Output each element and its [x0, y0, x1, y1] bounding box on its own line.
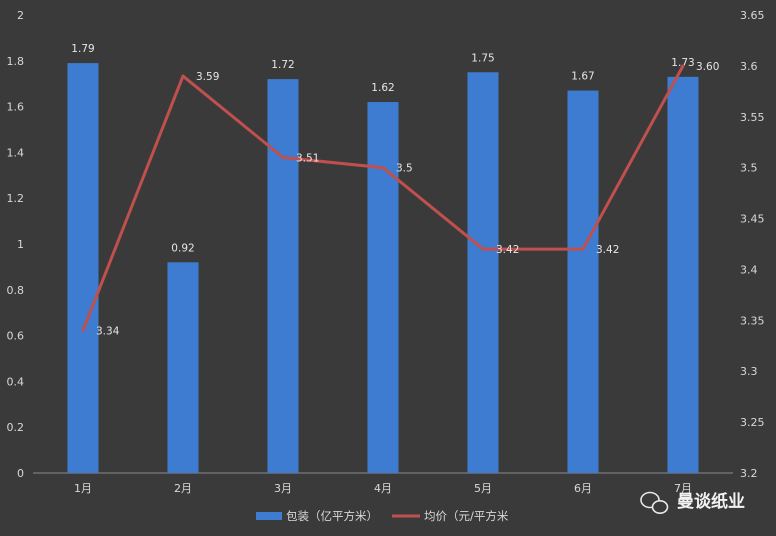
y-left-tick-label: 0.6 [7, 330, 25, 343]
legend-label-line: 均价（元/平方米 [424, 509, 509, 523]
line-data-label: 3.60 [696, 61, 719, 73]
y-left-tick-label: 2 [17, 9, 24, 22]
x-tick-label: 7月 [674, 482, 692, 495]
bar [67, 63, 99, 474]
x-tick-label: 1月 [74, 482, 92, 495]
y-left-tick-label: 0.2 [7, 421, 25, 434]
bar-data-label: 1.62 [371, 82, 394, 94]
watermark-text: 曼谈纸业 [677, 491, 745, 512]
line-point [681, 64, 685, 68]
y-right-tick-label: 3.65 [740, 9, 765, 22]
bar-data-label: 1.75 [471, 52, 494, 64]
y-left-tick-label: 1.2 [7, 192, 25, 205]
x-tick-label: 6月 [574, 482, 592, 495]
bar-data-label: 1.67 [571, 71, 594, 83]
line-point [481, 247, 485, 251]
wechat-icon [640, 491, 660, 509]
y-right-tick-label: 3.55 [740, 111, 765, 124]
line-point [281, 155, 285, 159]
bar [167, 262, 199, 473]
y-left-tick-label: 0.8 [7, 284, 25, 297]
y-right-tick-label: 3.4 [740, 263, 758, 276]
x-tick-label: 4月 [374, 482, 392, 495]
line-data-label: 3.34 [96, 326, 120, 338]
line-data-label: 3.51 [296, 152, 319, 164]
wechat-icon-bubble [651, 499, 669, 514]
line-data-label: 3.5 [396, 163, 413, 175]
line-data-label: 3.42 [596, 244, 619, 256]
bar [267, 79, 299, 474]
bar [667, 76, 699, 473]
bar [467, 72, 499, 473]
x-tick-label: 5月 [474, 482, 492, 495]
y-left-tick-label: 1.8 [7, 55, 25, 68]
legend-swatch-bars [256, 512, 282, 520]
y-left-tick-label: 1 [17, 238, 24, 251]
bar-data-label: 1.72 [271, 59, 294, 71]
y-right-tick-label: 3.35 [740, 314, 765, 327]
legend-label-bars: 包装（亿平方米） [286, 509, 378, 523]
y-left-tick-label: 1.6 [7, 101, 25, 114]
line-data-label: 3.59 [196, 71, 219, 83]
y-right-tick-label: 3.5 [740, 162, 758, 175]
bar-data-label: 0.92 [171, 242, 194, 254]
line-point [581, 247, 585, 251]
bar [567, 90, 599, 473]
bar-data-label: 1.73 [671, 57, 694, 69]
y-right-tick-label: 3.6 [740, 60, 758, 73]
bar-data-label: 1.79 [71, 43, 94, 55]
bar [367, 102, 399, 474]
x-tick-label: 2月 [174, 482, 192, 495]
y-right-tick-label: 3.3 [740, 365, 758, 378]
x-tick-label: 3月 [274, 482, 292, 495]
y-left-tick-label: 0.4 [7, 375, 25, 388]
line-point [381, 166, 385, 170]
y-right-tick-label: 3.25 [740, 416, 765, 429]
line-point [81, 329, 85, 333]
line-data-label: 3.42 [496, 244, 519, 256]
y-right-tick-label: 3.45 [740, 213, 765, 226]
line-point [181, 74, 185, 78]
y-left-tick-label: 0 [17, 467, 24, 480]
y-right-tick-label: 3.2 [740, 467, 758, 480]
y-left-tick-label: 1.4 [7, 146, 25, 159]
